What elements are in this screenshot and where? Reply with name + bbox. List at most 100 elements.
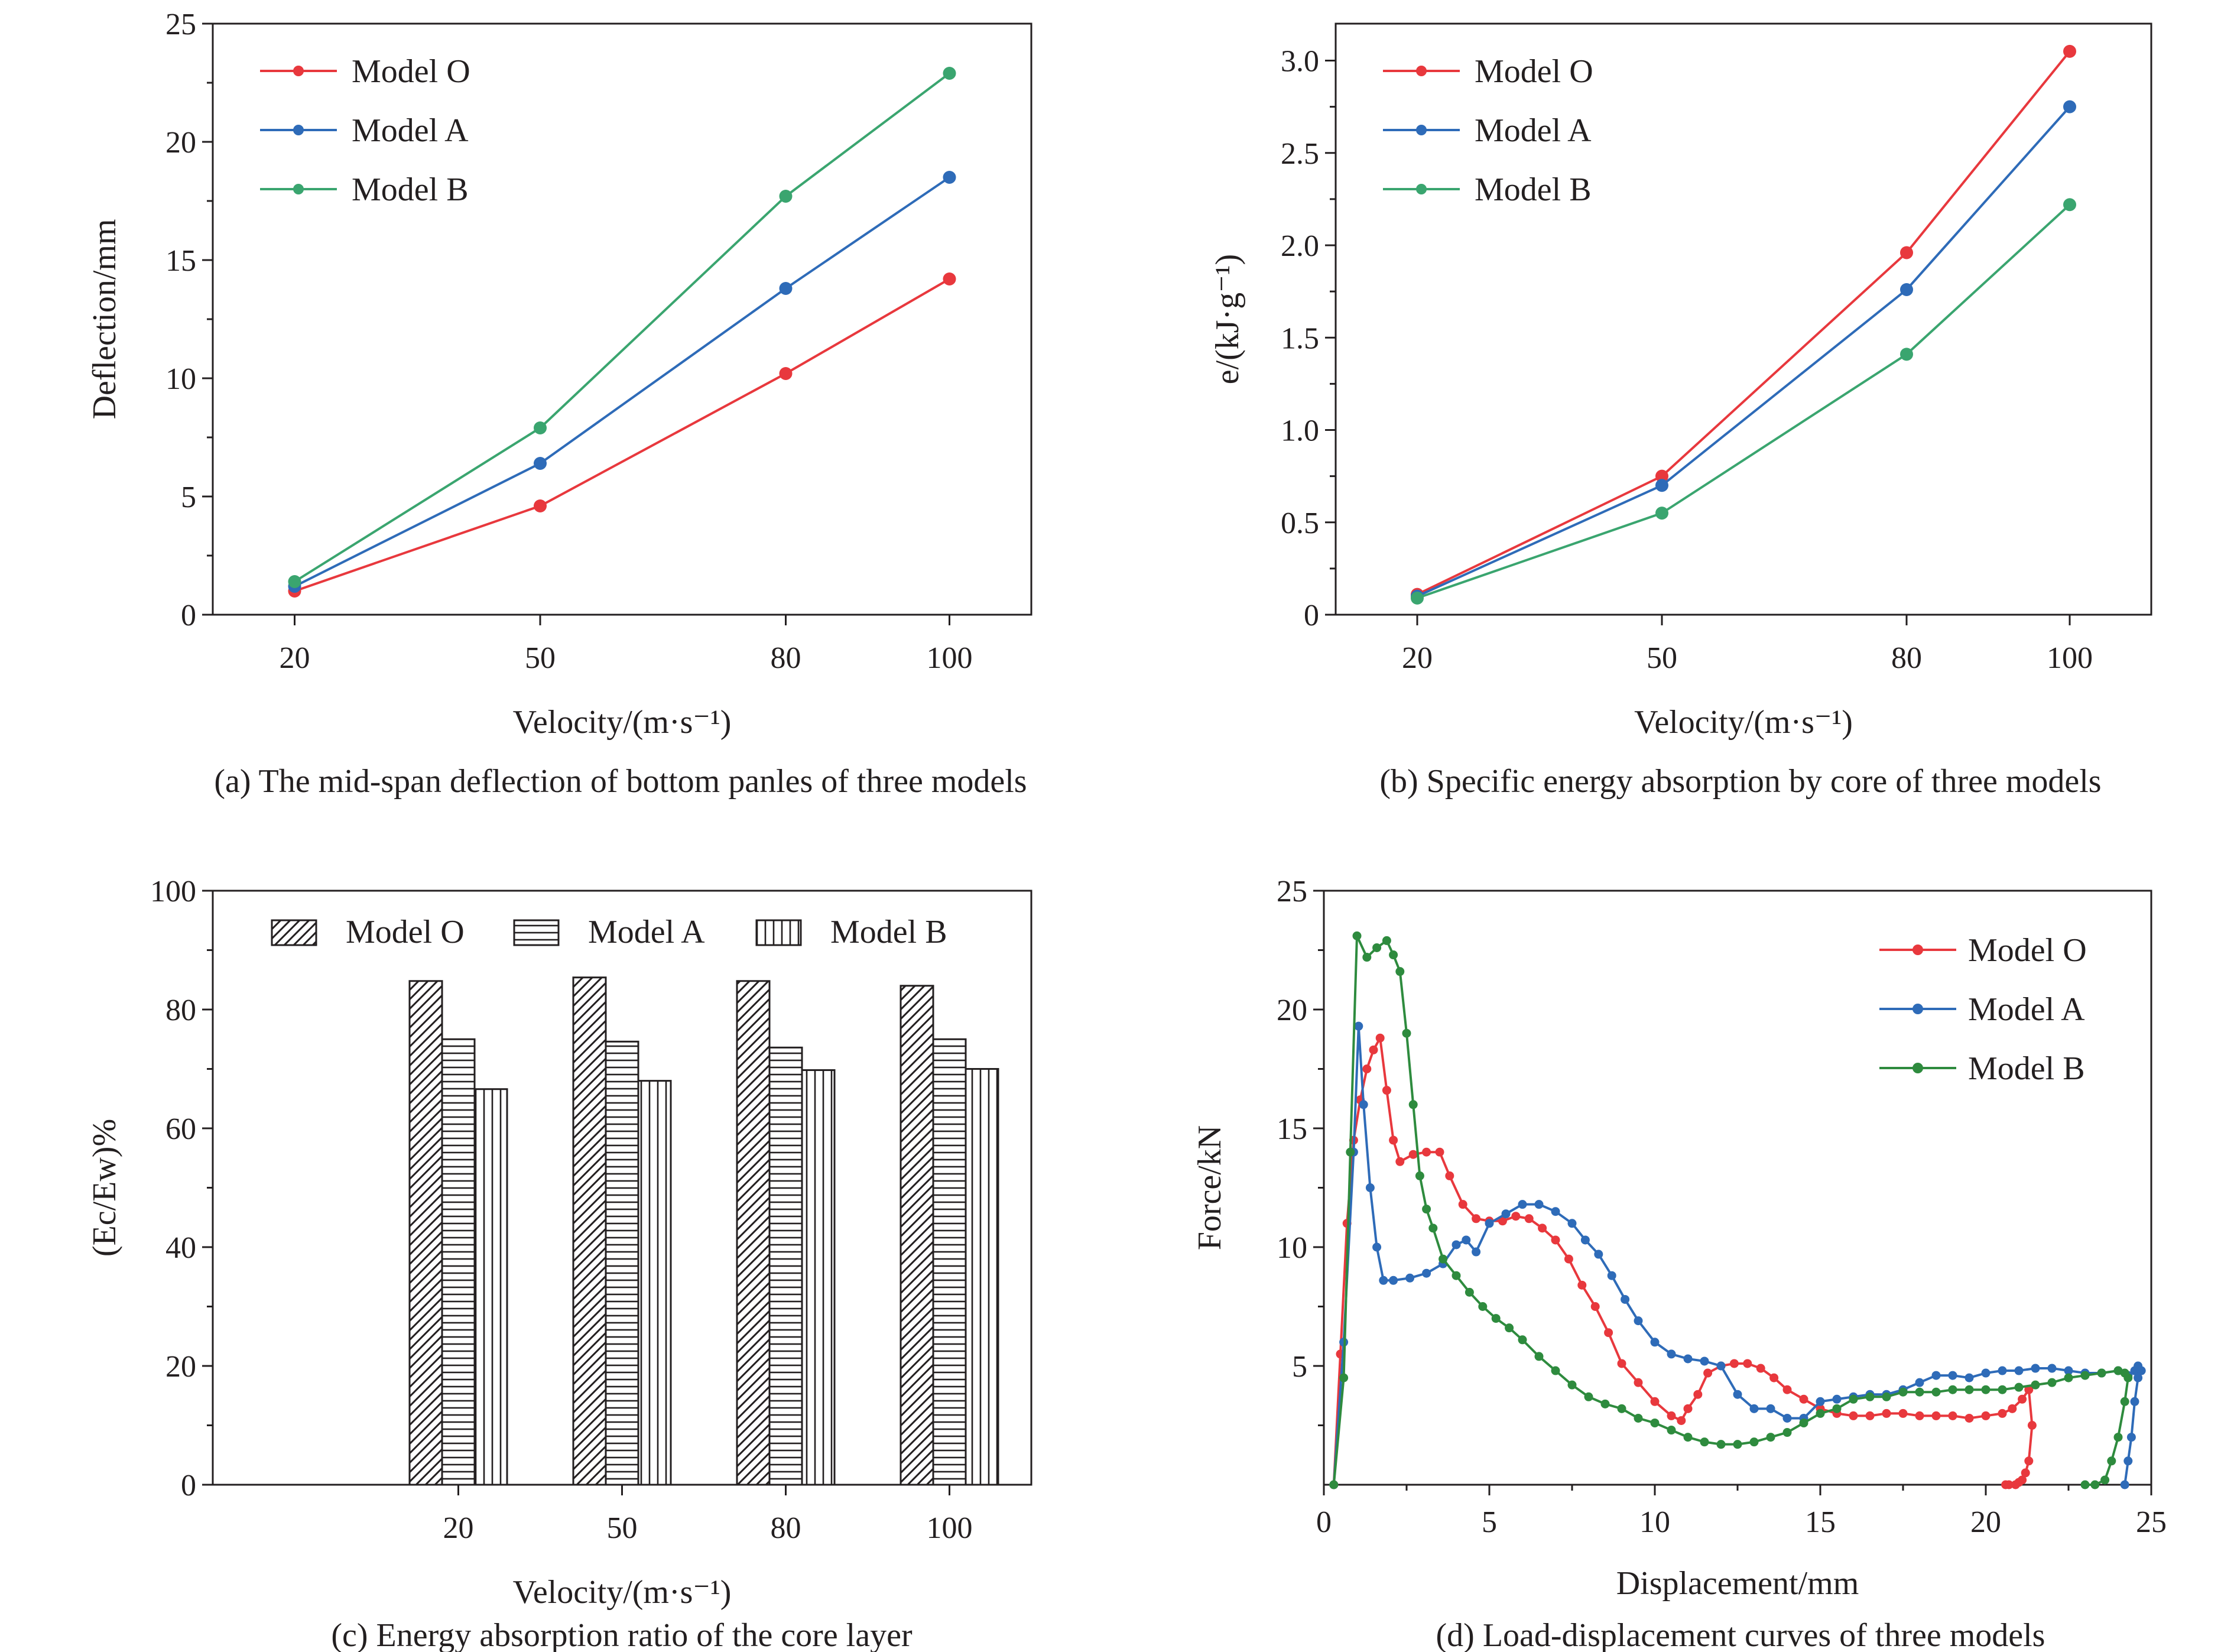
data-point: [1590, 1302, 1600, 1311]
x-axis-label: Velocity/(m·s⁻¹): [1634, 704, 1853, 741]
data-point: [1749, 1437, 1759, 1447]
data-point: [1667, 1411, 1676, 1420]
legend-label: Model B: [830, 914, 947, 950]
data-point: [2064, 1366, 2073, 1375]
chart-caption: (b) Specific energy absorption by core o…: [1379, 763, 2101, 800]
data-point: [1729, 1359, 1739, 1368]
bar-model-b: [473, 1088, 508, 1486]
data-point: [1607, 1271, 1616, 1280]
y-tick-label: 5: [1292, 1350, 1307, 1384]
data-point: [1882, 1392, 1891, 1401]
y-tick-label: 1.0: [1281, 414, 1319, 448]
legend-label: Model O: [346, 914, 465, 950]
x-tick-label: 50: [1647, 641, 1677, 675]
data-point: [1408, 1150, 1418, 1159]
legend-label: Model A: [588, 914, 705, 950]
legend-label: Model A: [1475, 112, 1592, 149]
data-point: [1733, 1440, 1742, 1449]
series-line-model-a: [1332, 1026, 2143, 1485]
data-point: [1389, 950, 1398, 960]
x-tick-label: 80: [771, 641, 801, 675]
data-point: [2080, 1480, 2090, 1489]
data-point: [1382, 936, 1391, 945]
legend-swatch: [755, 919, 802, 946]
series-line-model-a: [294, 176, 950, 588]
data-point: [1655, 469, 1668, 483]
data-point: [2107, 1456, 2116, 1466]
legend-label: Model O: [352, 53, 470, 90]
legend-marker: [293, 125, 304, 135]
data-point: [1650, 1397, 1660, 1406]
data-point: [1667, 1426, 1676, 1435]
y-tick-label: 0: [1304, 599, 1319, 632]
data-point: [534, 421, 547, 434]
data-point: [1375, 1033, 1385, 1043]
data-point: [1452, 1271, 1461, 1280]
data-point: [1395, 1157, 1405, 1166]
data-point: [1478, 1302, 1488, 1311]
y-tick-label: 10: [1277, 1231, 1307, 1265]
data-point: [1766, 1404, 1775, 1413]
data-point: [1485, 1219, 1494, 1228]
x-axis-label: Velocity/(m·s⁻¹): [513, 704, 732, 741]
data-point: [1948, 1411, 1957, 1420]
data-point: [1683, 1433, 1693, 1442]
y-tick-label: 10: [165, 362, 196, 396]
data-point: [1415, 1171, 1424, 1180]
bar-model-b: [965, 1068, 999, 1486]
y-tick-label: 0.5: [1281, 507, 1319, 540]
legend-label: Model O: [1968, 932, 2087, 969]
data-point: [2027, 1421, 2037, 1430]
data-point: [1422, 1147, 1431, 1157]
data-point: [1655, 507, 1668, 520]
data-point: [1329, 1480, 1339, 1489]
data-point: [2011, 1480, 2020, 1489]
data-point: [2097, 1368, 2106, 1378]
y-tick-label: 15: [165, 244, 196, 278]
y-axis-label: Deflection/mm: [86, 219, 123, 419]
series-line-model-a: [1417, 106, 2071, 598]
data-point: [1567, 1380, 1577, 1390]
data-point: [1435, 1147, 1444, 1157]
data-point: [1965, 1413, 1974, 1423]
data-point: [1998, 1385, 2007, 1394]
data-point: [1782, 1413, 1792, 1423]
x-tick-label: 20: [443, 1511, 474, 1545]
data-point: [1865, 1411, 1875, 1420]
data-point: [1981, 1368, 1991, 1378]
data-point: [1372, 1242, 1382, 1252]
bar-model-b: [637, 1080, 672, 1486]
data-point: [1617, 1359, 1626, 1368]
legend-marker: [293, 184, 304, 194]
legend-swatch: [271, 919, 317, 946]
data-point: [1965, 1373, 1974, 1382]
data-point: [1769, 1373, 1779, 1382]
data-point: [1422, 1268, 1431, 1278]
legend-label: Model B: [1968, 1050, 2085, 1087]
plot-frame: [212, 22, 1032, 616]
data-point: [1346, 1147, 1355, 1157]
y-tick-label: 60: [165, 1112, 196, 1146]
data-point: [943, 67, 956, 80]
data-point: [1365, 1183, 1375, 1192]
data-point: [1998, 1408, 2007, 1418]
x-tick-label: 100: [927, 1511, 973, 1545]
x-tick-label: 50: [607, 1511, 638, 1545]
y-tick-label: 20: [1277, 994, 1307, 1027]
data-point: [2126, 1433, 2136, 1442]
legend-swatch: [513, 919, 560, 946]
bar-model-o: [900, 985, 934, 1486]
data-point: [1511, 1212, 1521, 1221]
data-point: [1458, 1200, 1467, 1209]
data-point: [1931, 1371, 1941, 1380]
legend-marker: [1912, 945, 1923, 955]
data-point: [943, 272, 956, 285]
legend-label: Model A: [1968, 991, 2085, 1028]
legend-marker: [1912, 1063, 1923, 1073]
data-point: [2123, 1373, 2133, 1382]
bar-model-a: [768, 1046, 803, 1486]
data-point: [1369, 1045, 1378, 1054]
y-axis-label: e/(kJ·g⁻¹): [1209, 254, 1246, 385]
x-tick-label: 100: [2047, 641, 2093, 675]
y-tick-label: 0: [181, 1469, 196, 1502]
